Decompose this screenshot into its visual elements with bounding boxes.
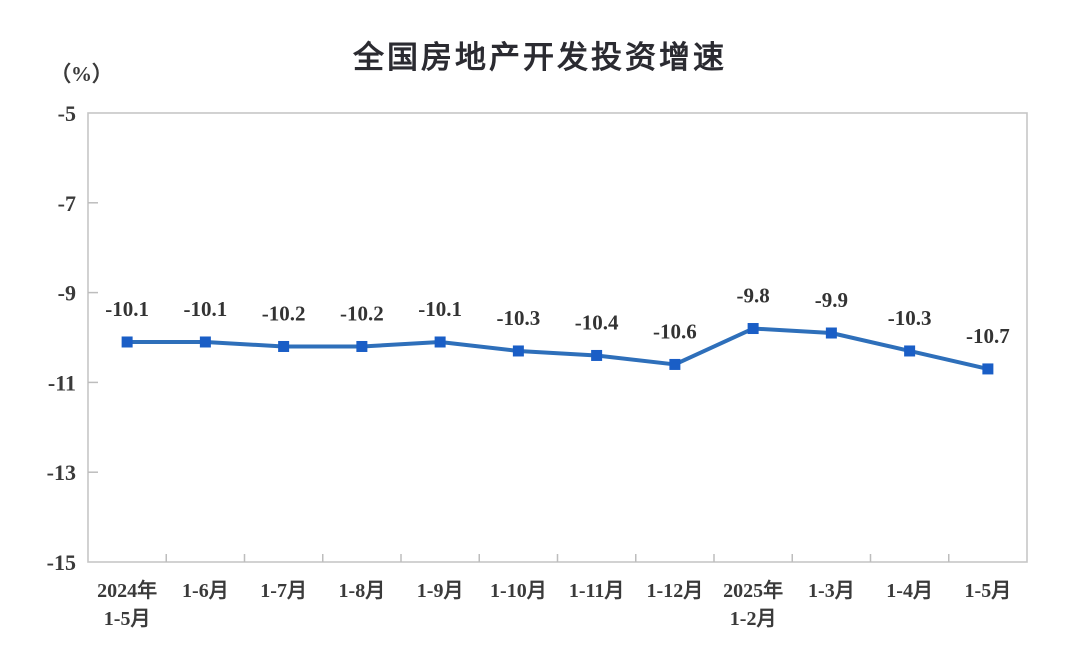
data-point-label: -10.3 [888,306,932,330]
chart-title: 全国房地产开发投资增速 [353,40,727,75]
x-axis-category-label: 2025年 1-2月 [723,578,783,630]
data-line [125,326,990,371]
y-axis-tick-label: -9 [58,281,76,306]
data-point-marker [982,363,994,375]
data-point-marker [591,349,603,361]
data-point-label: -10.7 [966,324,1010,348]
y-axis-tick-label: -15 [47,550,76,575]
data-point-label: -9.9 [815,288,848,312]
y-axis-tick-label: -13 [47,460,76,485]
y-axis-tick-label: -11 [48,370,76,395]
data-point-marker [434,336,446,348]
data-point-marker [199,336,211,348]
x-axis-category-label: 1-6月 [182,580,229,602]
x-axis-category-label: 1-11月 [569,580,625,602]
data-point-marker [121,336,133,348]
x-axis-category-label: 1-4月 [886,580,933,602]
data-point-marker [669,358,681,370]
data-point-marker [278,340,290,352]
data-point-label: -10.1 [418,297,462,321]
x-axis-category-label: 2024年 1-5月 [97,578,157,630]
data-point-marker [904,345,916,357]
data-point-marker [356,340,368,352]
y-axis-tick-label: -7 [58,191,76,216]
data-point-label: -10.2 [262,301,306,325]
data-point-label: -10.1 [105,297,149,321]
x-axis-category-label: 1-9月 [417,580,464,602]
data-point-label: -10.6 [653,319,697,343]
data-point-label: -10.1 [184,297,228,321]
y-axis-tick-label: -5 [58,101,76,126]
plot-border [87,112,1028,563]
x-axis-category-label: 1-7月 [260,580,307,602]
x-axis-category-label: 1-10月 [490,580,547,602]
data-point-label: -10.2 [340,301,384,325]
data-point-marker [825,327,837,339]
x-axis-category-label: 1-5月 [965,580,1012,602]
data-point-marker [512,345,524,357]
data-point-label: -10.4 [575,310,619,334]
y-axis-unit-label: （%） [50,62,113,86]
data-point-label: -9.8 [737,284,770,308]
x-axis-category-label: 1-12月 [647,580,704,602]
x-axis-category-label: 1-8月 [339,580,386,602]
data-point-label: -10.3 [497,306,541,330]
x-axis-category-label: 1-3月 [808,580,855,602]
data-point-marker [747,323,759,335]
